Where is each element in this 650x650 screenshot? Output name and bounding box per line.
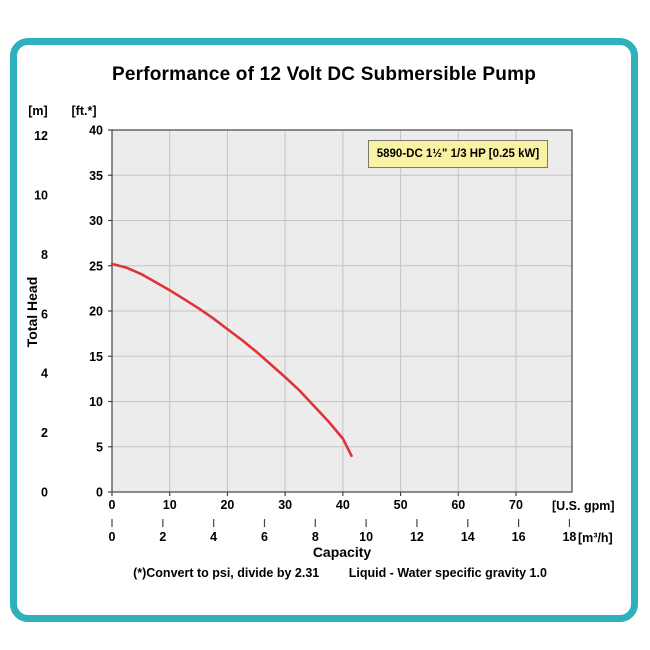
chart-title: Performance of 12 Volt DC Submersible Pu… (111, 64, 537, 85)
x-tick-label-gpm: 20 (220, 498, 234, 512)
y-tick-label-ft: 0 (96, 486, 103, 500)
y-tick-label-ft: 30 (89, 214, 103, 228)
y-tick-label-ft: 15 (89, 350, 103, 364)
y-tick-label-m: 8 (41, 248, 48, 262)
y-tick-label-ft: 35 (89, 169, 103, 183)
y-tick-label-m: 10 (34, 189, 48, 203)
x-tick-label-gpm: 0 (109, 498, 116, 512)
x-axis-unit-gpm: [U.S. gpm] (552, 499, 615, 513)
y-axis-unit-meters: [m] (28, 104, 48, 118)
x-tick-label-gpm: 10 (163, 498, 177, 512)
x-tick-label-m3h: 14 (461, 530, 475, 544)
x-tick-label-m3h: 8 (312, 530, 319, 544)
y-tick-label-m: 0 (41, 486, 48, 500)
y-tick-label-ft: 20 (89, 305, 103, 319)
x-tick-label-gpm: 50 (394, 498, 408, 512)
pump-curve-5890-DC (110, 262, 353, 458)
y-tick-label-ft: 40 (89, 124, 103, 138)
footnote: (*)Convert to psi, divide by 2.31 Liquid… (50, 566, 630, 580)
x-axis-title: Capacity (312, 544, 372, 560)
x-tick-label-m3h: 18 (562, 530, 576, 544)
x-tick-label-m3h: 6 (261, 530, 268, 544)
x-tick-label-m3h: 10 (359, 530, 373, 544)
x-tick-label-gpm: 70 (509, 498, 523, 512)
y-tick-label-m: 6 (41, 307, 48, 321)
x-tick-label-gpm: 30 (278, 498, 292, 512)
y-tick-label-ft: 10 (89, 395, 103, 409)
y-tick-label-m: 2 (41, 426, 48, 440)
y-tick-label-ft: 25 (89, 259, 103, 273)
x-axis-unit-m3h: [m³/h] (578, 531, 613, 545)
x-tick-label-gpm: 60 (451, 498, 465, 512)
y-tick-label-m: 4 (41, 367, 48, 381)
legend-label: 5890-DC 1½" 1/3 HP [0.25 kW] (376, 148, 540, 160)
y-axis-title: Total Head (24, 276, 40, 348)
x-tick-label-m3h: 0 (109, 530, 116, 544)
x-tick-label-m3h: 16 (512, 530, 526, 544)
y-tick-label-ft: 5 (96, 440, 103, 454)
y-axis-unit-feet: [ft.*] (71, 104, 97, 118)
footnote-gravity-note: Liquid - Water specific gravity 1.0 (348, 566, 547, 580)
x-tick-label-m3h: 12 (410, 530, 424, 544)
legend: 5890-DC 1½" 1/3 HP [0.25 kW] (368, 140, 548, 168)
y-tick-label-m: 12 (34, 129, 48, 143)
x-tick-label-gpm: 40 (336, 498, 350, 512)
x-tick-label-m3h: 4 (210, 530, 217, 544)
footnote-psi-note: (*)Convert to psi, divide by 2.31 (133, 566, 320, 580)
x-tick-label-m3h: 2 (159, 530, 166, 544)
